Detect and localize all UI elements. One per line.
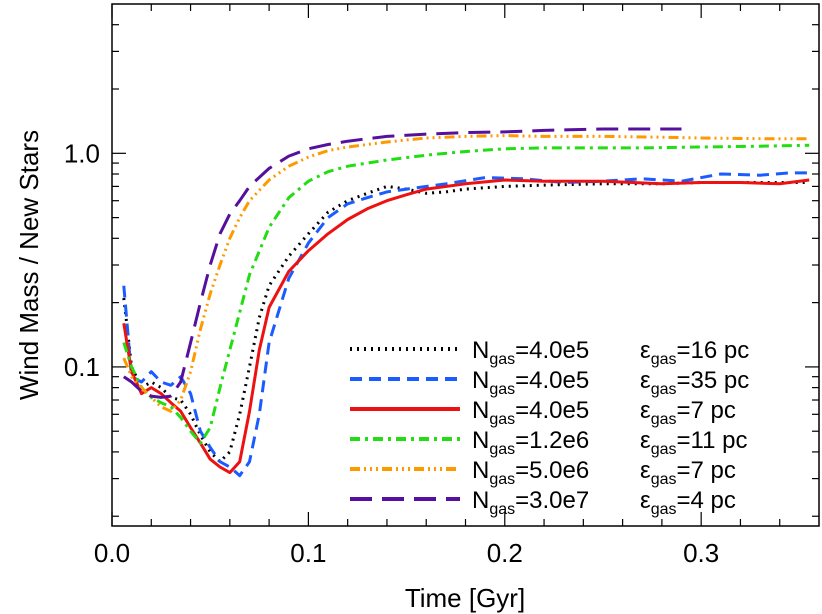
legend-label-6: Ngas=3.0e7 εgas=4 pc	[472, 487, 736, 518]
series-line-1	[122, 181, 810, 464]
legend-label-4: Ngas=1.2e6 εgas=11 pc	[472, 427, 747, 458]
legend-label-3: Ngas=4.0e5 εgas=7 pc	[472, 397, 736, 428]
legend-label-2: Ngas=4.0e5 εgas=35 pc	[472, 367, 749, 398]
legend-label-1: Ngas=4.0e5 εgas=16 pc	[472, 337, 749, 368]
y-tick-label: 0.1	[64, 352, 100, 382]
series-line-6	[122, 127, 682, 399]
x-tick-label: 0.1	[290, 538, 326, 568]
minor-ticks	[112, 4, 819, 526]
y-axis-label: Wind Mass / New Stars	[14, 130, 44, 400]
x-tick-label: 0.3	[683, 538, 719, 568]
y-tick-label: 1.0	[64, 138, 100, 168]
x-axis-label: Time [Gyr]	[405, 583, 525, 613]
x-tick-label: 0.2	[487, 538, 523, 568]
series-line-4	[122, 143, 810, 445]
legend-label-5: Ngas=5.0e6 εgas=7 pc	[472, 457, 736, 488]
series-line-5	[122, 134, 810, 413]
major-ticks	[111, 4, 819, 526]
tick-labels: 0.0 0.1 0.2 0.3 0.1 1.0	[64, 138, 719, 568]
x-tick-label: 0.0	[94, 538, 130, 568]
series-lines	[122, 127, 810, 478]
